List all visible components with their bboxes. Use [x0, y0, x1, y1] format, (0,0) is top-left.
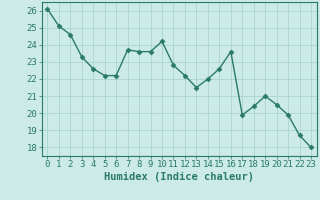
X-axis label: Humidex (Indice chaleur): Humidex (Indice chaleur) [104, 172, 254, 182]
